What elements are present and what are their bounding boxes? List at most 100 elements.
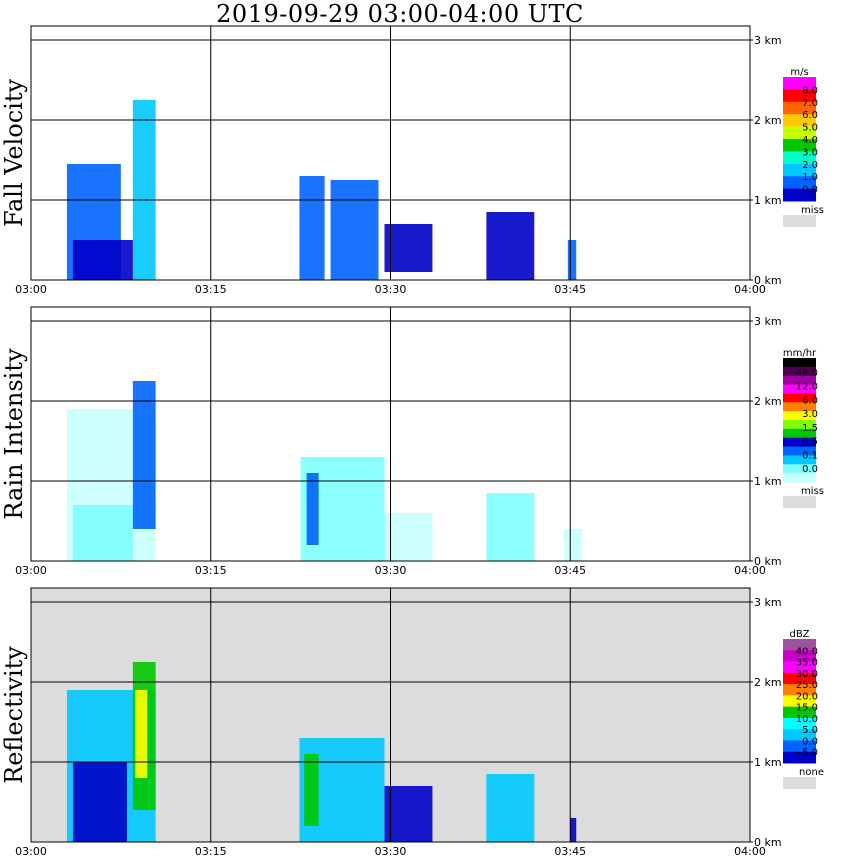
legend-swatch	[783, 473, 816, 483]
x-tick-label: 03:00	[15, 283, 47, 296]
legend-label: 48.0	[796, 368, 818, 379]
legend-missing-label: none	[799, 767, 824, 778]
legend-swatch	[783, 717, 816, 730]
legend-label: 2.0	[802, 160, 818, 171]
legend-missing-swatch	[783, 496, 816, 508]
legend-swatch	[783, 684, 816, 696]
x-tick-label: 03:45	[554, 283, 586, 296]
legend-unit: m/s	[790, 67, 808, 78]
legend-swatch	[783, 366, 816, 377]
legend-swatch	[783, 151, 816, 165]
panel-1: 03:00 03:15 03:30 03:45 04:000 km 1 km 2 km 3 k…	[0, 25, 824, 296]
x-tick-label: 03:15	[195, 845, 227, 858]
legend-label: 35.0	[796, 658, 818, 669]
legend-swatch	[783, 358, 816, 368]
legend-swatch	[783, 428, 816, 439]
echo-8	[486, 774, 535, 842]
y-tick-label: 1 km	[754, 194, 782, 207]
legend-label: 3.0	[802, 147, 818, 158]
legend-swatch	[783, 188, 816, 202]
legend-swatch	[783, 650, 816, 663]
x-tick-label: 04:00	[734, 283, 766, 296]
legend-swatch	[783, 437, 816, 448]
x-tick-label: 03:45	[554, 564, 586, 577]
echo-7	[486, 493, 535, 561]
x-tick-label: 03:00	[15, 564, 47, 577]
y-tick-label: 3 km	[754, 315, 782, 328]
echo-6	[384, 224, 433, 272]
y-tick-label: 2 km	[754, 676, 782, 689]
echo-2	[72, 762, 127, 842]
legend-swatch	[783, 126, 816, 140]
echo-4	[135, 690, 148, 778]
y-tick-label: 2 km	[754, 395, 782, 408]
legend-swatch	[783, 139, 816, 152]
y-tick-label: 0 km	[754, 555, 782, 568]
legend-label: 8.0	[802, 85, 818, 96]
legend-label: 1.0	[802, 172, 818, 183]
legend-label: 3.0	[802, 409, 818, 420]
legend-label: 0.5	[802, 437, 818, 448]
echo-9	[570, 818, 577, 842]
legend-label: 7.0	[802, 98, 818, 109]
legend-label: 1.5	[802, 423, 818, 434]
panel-ylabel: Fall Velocity	[0, 79, 28, 228]
legend-label: 0.0	[802, 736, 818, 747]
legend-swatch	[783, 740, 816, 753]
legend-missing-label: miss	[801, 486, 824, 497]
echo-8	[564, 529, 583, 561]
legend-swatch	[783, 639, 816, 651]
legend-swatch	[783, 420, 816, 430]
legend-swatch	[783, 446, 816, 456]
legend-label: 6.0	[802, 110, 818, 121]
x-tick-label: 03:30	[375, 283, 407, 296]
x-tick-label: 04:00	[734, 564, 766, 577]
legend-swatch	[783, 729, 816, 741]
echo-7	[486, 212, 535, 280]
x-tick-label: 04:00	[734, 845, 766, 858]
legend-swatch	[783, 89, 816, 103]
legend-missing-swatch	[783, 777, 816, 789]
panel-ylabel: Rain Intensity	[0, 348, 28, 520]
legend-swatch	[783, 163, 816, 177]
page-title: 2019-09-29 03:00-04:00 UTC	[216, 0, 584, 28]
y-tick-label: 1 km	[754, 475, 782, 488]
legend-unit: dBZ	[789, 629, 809, 640]
x-tick-label: 03:45	[554, 845, 586, 858]
panel-frame	[30, 25, 751, 281]
echo-5	[330, 180, 379, 280]
legend-swatch	[783, 706, 816, 719]
legend-label: 25.0	[796, 680, 818, 691]
y-tick-label: 3 km	[754, 596, 782, 609]
echo-3	[132, 381, 156, 529]
legend-missing-label: miss	[801, 205, 824, 216]
legend-swatch	[783, 384, 816, 394]
echo-8	[567, 240, 577, 280]
legend-swatch	[783, 393, 816, 403]
echo-5	[306, 473, 319, 545]
legend-label: 0.0	[802, 464, 818, 475]
legend-label: 15.0	[796, 703, 818, 714]
legend-label: 40.0	[796, 646, 818, 657]
panel-frame	[30, 587, 751, 843]
y-tick-label: 0 km	[754, 836, 782, 849]
legend-swatch	[783, 114, 816, 128]
echo-2	[132, 100, 156, 280]
echo-4	[299, 176, 325, 280]
legend-swatch	[783, 695, 816, 708]
y-tick-label: 1 km	[754, 756, 782, 769]
legend-swatch	[783, 411, 816, 421]
legend-swatch	[783, 375, 816, 386]
legend-label: 0.1	[802, 450, 818, 461]
echo-6	[384, 513, 433, 561]
legend-swatch	[783, 751, 816, 764]
legend-label: 5.0	[802, 123, 818, 134]
legend-label: 5.0	[802, 725, 818, 736]
panel-2: 03:00 03:15 03:30 03:45 04:000 km 1 km 2 km 3 k…	[0, 306, 824, 577]
legend-missing-swatch	[783, 215, 816, 227]
legend-swatch	[783, 455, 816, 465]
legend-unit: mm/hr	[783, 348, 817, 359]
legend-label: 0.0	[802, 185, 818, 196]
legend-swatch	[783, 661, 816, 674]
